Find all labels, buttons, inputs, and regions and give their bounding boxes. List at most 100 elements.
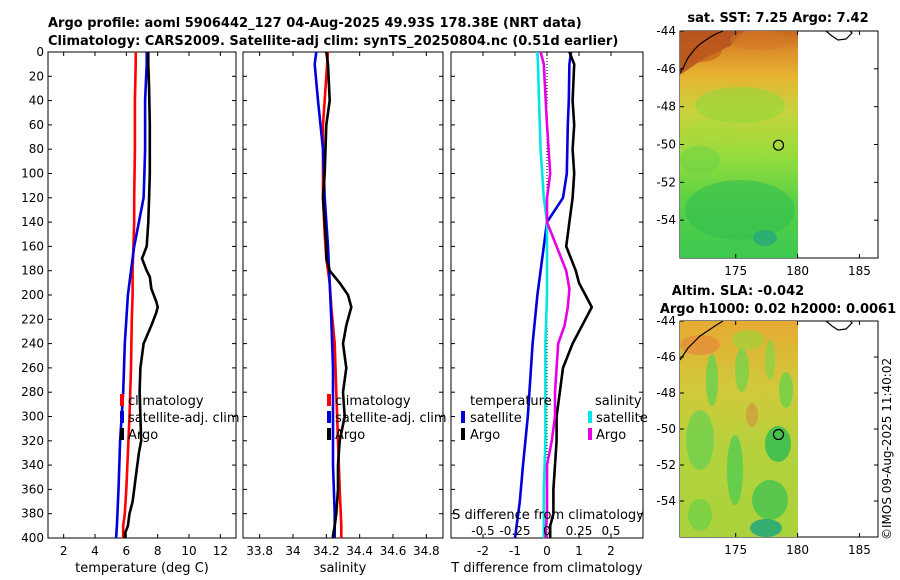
sst-map-title: sat. SST: 7.25 Argo: 7.42 [687, 11, 868, 26]
map-y-tick-label: -52 [656, 175, 676, 189]
x-tick-label: 1 [575, 544, 583, 558]
map-x-tick-label: 180 [786, 264, 809, 278]
y-tick-label: 240 [21, 337, 44, 351]
salinity-panel: 33.8 34 34.2 34.4 34.6 34.8 salinity climatolog… [242, 51, 447, 576]
map-y-tick-label: -48 [656, 386, 676, 400]
map-x-tick-label: 175 [724, 543, 747, 557]
map-y-tick-label: -46 [656, 62, 676, 76]
y-tick-label: 340 [21, 458, 44, 472]
map-y-tick-label: -50 [656, 422, 676, 436]
series-line-s-satellite [536, 51, 549, 538]
y-tick-label: 20 [29, 69, 44, 83]
y-tick-label: 400 [21, 531, 44, 545]
legend-label-t-satellite: satellite [470, 411, 522, 426]
map-x-tick-label: 180 [786, 543, 809, 557]
x-tick-label: 10 [181, 544, 196, 558]
sla-argo-marker [772, 428, 785, 441]
x-tick-label: 2 [60, 544, 68, 558]
y-tick-label: 260 [21, 361, 44, 375]
top-x-tick-label: -0.5 [471, 524, 494, 538]
y-tick-label: 120 [21, 191, 44, 205]
series-line-climatology [121, 52, 137, 538]
credit-text: ©IMOS 09-Aug-2025 11:40:02 [880, 358, 894, 540]
legend-heading-salinity: salinity [595, 394, 642, 409]
legend-label-s-satellite: satellite [596, 411, 648, 426]
series-line-satellite-adj-clim [313, 51, 337, 538]
legend-label-climatology: climatology [128, 394, 204, 409]
y-tick-label: 320 [21, 434, 44, 448]
y-tick-label: 360 [21, 482, 44, 496]
x-axis-label: temperature (deg C) [75, 561, 209, 576]
y-tick-label: 200 [21, 288, 44, 302]
temperature-panel: 0 20 40 60 80 100 120 140 160 180 200 220 240 260 280 3… [21, 45, 240, 576]
top-x-tick-label: 0.25 [566, 524, 593, 538]
legend-label-climatology: climatology [335, 394, 411, 409]
top-axis-label: S difference from climatology [452, 508, 644, 523]
series-line-satellite-adj-clim [114, 52, 148, 539]
title-line-2: Climatology: CARS2009. Satellite-adj cli… [48, 34, 618, 49]
y-tick-label: 40 [29, 94, 44, 108]
sla-map: -44 -46 -48 -50 -52 -54 175 180 185 [656, 314, 879, 557]
y-tick-label: 80 [29, 142, 44, 156]
sst-field [680, 31, 798, 258]
series-line-argo [123, 52, 159, 538]
x-tick-label: 2 [607, 544, 615, 558]
x-tick-label: 34.8 [413, 544, 440, 558]
y-tick-label: 220 [21, 312, 44, 326]
map-x-tick-label: 175 [724, 264, 747, 278]
y-tick-label: 140 [21, 215, 44, 229]
legend-label-argo: Argo [335, 428, 365, 443]
x-tick-label: 6 [123, 544, 131, 558]
series-line-argo [321, 51, 353, 538]
y-tick-label: 380 [21, 507, 44, 521]
top-x-tick-label: 0 [543, 524, 551, 538]
legend-heading-temperature: temperature [470, 394, 552, 409]
sla-map-title-line-2: Argo h1000: 0.02 h2000: 0.0061 [660, 302, 896, 317]
map-y-tick-label: -46 [656, 350, 676, 364]
axes-frame-2 [242, 51, 444, 539]
legend-label-s-argo: Argo [596, 428, 626, 443]
map-x-tick-label: 185 [848, 264, 871, 278]
top-x-tick-label: -0.25 [499, 524, 530, 538]
sst-map: -44 -46 -48 -50 -52 -54 175 180 185 [656, 24, 879, 278]
x-tick-label: 34.2 [313, 544, 340, 558]
y-tick-label: 300 [21, 410, 44, 424]
y-tick-label: 60 [29, 118, 44, 132]
x-tick-label: 34.6 [380, 544, 407, 558]
x-tick-label: 12 [213, 544, 228, 558]
x-tick-label: -1 [509, 544, 521, 558]
sst-argo-marker [772, 139, 785, 151]
map-y-tick-label: -54 [656, 213, 676, 227]
legend-label-satellite-adj-clim: satellite-adj. clim [335, 411, 447, 426]
x-tick-label: 8 [154, 544, 162, 558]
top-x-tick-label: 0.5 [601, 524, 620, 538]
x-tick-label: 4 [91, 544, 99, 558]
y-tick-label: 180 [21, 264, 44, 278]
map-y-tick-label: -52 [656, 458, 676, 472]
y-tick-label: 160 [21, 239, 44, 253]
x-axis-label: T difference from climatology [450, 561, 643, 576]
x-axis-label: salinity [320, 561, 367, 576]
map-y-tick-label: -44 [656, 24, 676, 38]
axes-frame-1 [47, 51, 237, 539]
title-line-1: Argo profile: aoml 5906442_127 04-Aug-20… [48, 16, 582, 31]
x-tick-label: 34.4 [346, 544, 373, 558]
x-tick-label: 34 [285, 544, 300, 558]
map-y-tick-label: -44 [656, 314, 676, 328]
series-line-t-argo [548, 51, 594, 538]
y-tick-label: 0 [36, 45, 44, 59]
map-x-tick-label: 185 [848, 543, 871, 557]
sla-map-title-line-1: Altim. SLA: -0.042 [672, 284, 804, 299]
y-tick-label: 100 [21, 167, 44, 181]
map-y-tick-label: -50 [656, 138, 676, 152]
legend-label-argo: Argo [128, 428, 158, 443]
legend-label-satellite-adj-clim: satellite-adj. clim [128, 411, 240, 426]
series-line-t-satellite [513, 51, 573, 539]
sla-field [680, 321, 798, 537]
x-tick-label: 0 [543, 544, 551, 558]
x-tick-label: -2 [477, 544, 489, 558]
y-tick-label: 280 [21, 385, 44, 399]
map-y-tick-label: -48 [656, 100, 676, 114]
map-y-tick-label: -54 [656, 494, 676, 508]
